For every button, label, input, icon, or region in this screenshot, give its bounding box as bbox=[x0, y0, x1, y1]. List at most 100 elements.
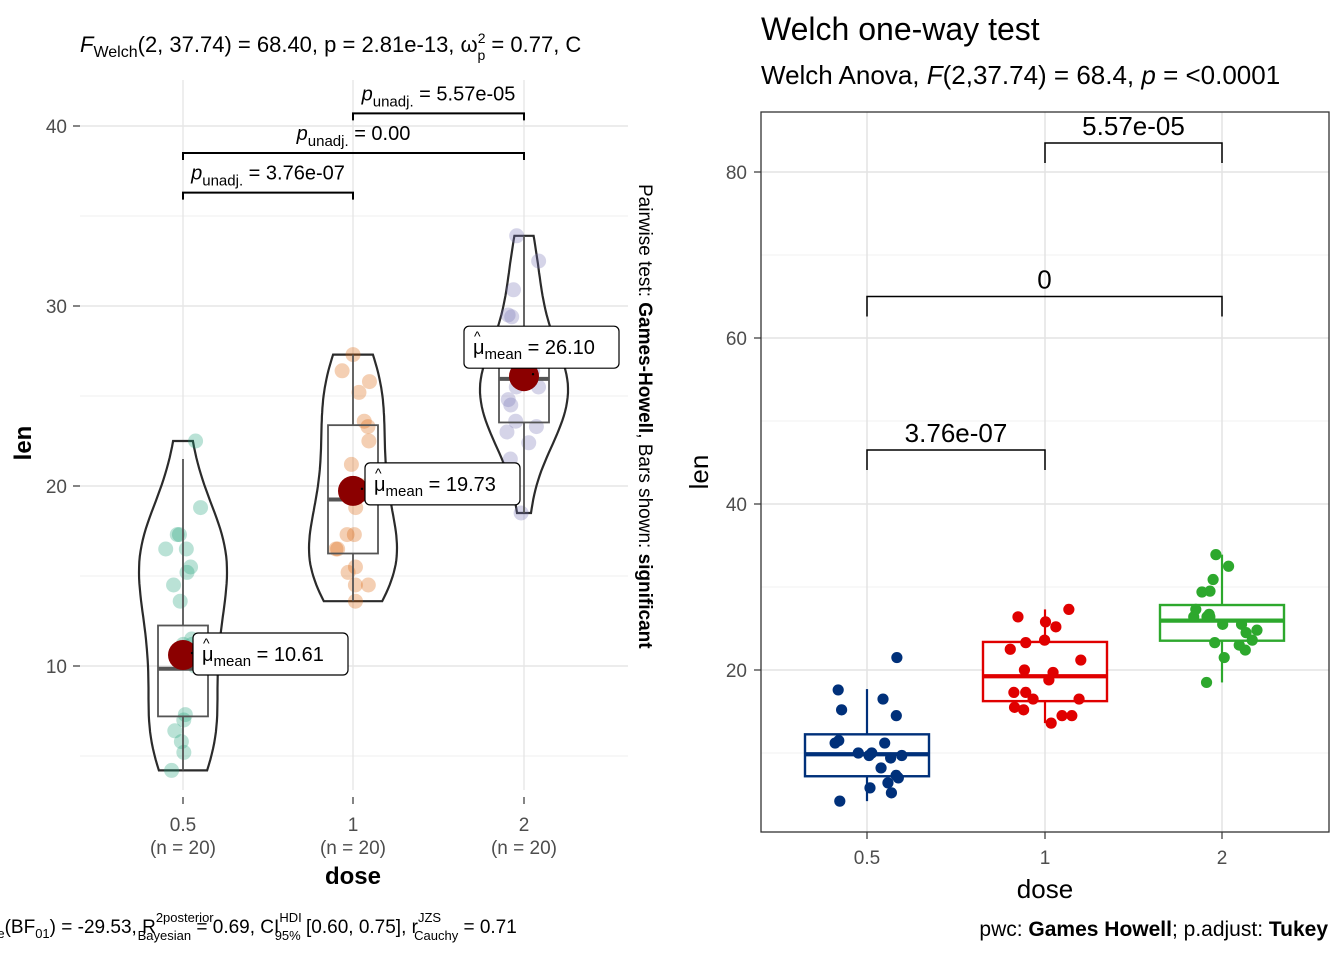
data-point bbox=[167, 723, 183, 739]
data-point bbox=[509, 228, 525, 244]
data-point bbox=[505, 282, 521, 298]
data-point bbox=[1246, 634, 1258, 646]
data-point bbox=[1190, 603, 1202, 616]
data-point bbox=[1008, 686, 1020, 699]
data-point bbox=[1012, 611, 1024, 623]
data-point bbox=[1047, 666, 1059, 679]
data-point bbox=[499, 424, 515, 440]
mean-point bbox=[168, 640, 198, 671]
data-point bbox=[834, 795, 846, 807]
data-point bbox=[343, 456, 359, 472]
data-point bbox=[177, 707, 193, 723]
data-point bbox=[158, 541, 174, 557]
data-point bbox=[882, 777, 894, 789]
data-point bbox=[892, 772, 904, 784]
data-point bbox=[1066, 710, 1078, 722]
left-x-count-label: (n = 20) bbox=[491, 838, 557, 859]
data-point bbox=[877, 693, 889, 705]
left-chart: FWelch(2, 37.74) = 68.40, p = 2.81e-13, … bbox=[0, 30, 655, 943]
data-point bbox=[1207, 573, 1219, 586]
pairwise-test-note: Pairwise test: Games-Howell, Bars shown:… bbox=[634, 184, 655, 649]
data-point bbox=[1218, 651, 1230, 664]
data-point bbox=[1251, 624, 1263, 636]
comparison-label: punadj. = 3.76e-07 bbox=[190, 163, 345, 190]
data-point bbox=[1038, 634, 1051, 646]
data-point bbox=[835, 704, 848, 716]
data-point bbox=[164, 762, 180, 778]
data-point bbox=[1004, 643, 1016, 655]
right-y-axis-title: len bbox=[684, 455, 714, 490]
data-point bbox=[852, 747, 864, 759]
data-point bbox=[1233, 639, 1245, 651]
data-point bbox=[864, 782, 876, 794]
data-point bbox=[1235, 618, 1248, 630]
right-x-tick-label: 2 bbox=[1217, 848, 1228, 869]
right-chart-title: Welch one-way test bbox=[761, 11, 1040, 47]
data-point bbox=[1073, 693, 1085, 705]
data-point bbox=[347, 593, 363, 609]
comparison-label: 5.57e-05 bbox=[1082, 111, 1185, 141]
data-point bbox=[1209, 637, 1221, 649]
data-point bbox=[521, 435, 537, 451]
left-gridlines bbox=[80, 80, 628, 790]
comparison-bracket bbox=[352, 112, 525, 121]
left-chart-title: FWelch(2, 37.74) = 68.40, p = 2.81e-13, … bbox=[80, 30, 581, 63]
right-y-tick-label: 20 bbox=[726, 661, 747, 682]
data-point bbox=[1196, 586, 1208, 598]
data-point bbox=[528, 419, 544, 435]
mean-label: μmean = 26.10 bbox=[473, 337, 595, 363]
mean-label-hat: ^ bbox=[203, 635, 210, 651]
left-x-tick-label: 1 bbox=[348, 815, 359, 836]
data-point bbox=[890, 710, 902, 722]
left-y-tick-label: 30 bbox=[46, 297, 67, 318]
data-point bbox=[1020, 686, 1032, 699]
mean-point-center bbox=[360, 487, 364, 491]
mean-label: μmean = 19.73 bbox=[374, 474, 496, 500]
left-x-axis-title: dose bbox=[325, 863, 381, 890]
data-point bbox=[1217, 618, 1229, 630]
left-y-axis: 10 20 30 40 bbox=[46, 117, 80, 678]
mean-point bbox=[338, 475, 368, 506]
right-chart-caption: pwc: Games Howell; p.adjust: Tukey bbox=[979, 918, 1328, 941]
data-point bbox=[504, 309, 520, 325]
right-x-axis-title: dose bbox=[1017, 874, 1073, 904]
mean-label-box bbox=[364, 462, 521, 506]
left-chart-caption: loge(BF01) = -29.53, R2posteriorBayesian… bbox=[0, 910, 517, 943]
left-x-count-label: (n = 20) bbox=[150, 838, 216, 859]
right-chart: Welch one-way test Welch Anova, F(2,37.7… bbox=[684, 11, 1330, 941]
right-y-axis: 20 40 60 80 bbox=[726, 163, 761, 682]
left-x-count-label: (n = 20) bbox=[320, 838, 386, 859]
data-point bbox=[360, 577, 376, 593]
data-point bbox=[508, 413, 524, 429]
data-point bbox=[183, 559, 199, 575]
left-y-tick-label: 40 bbox=[46, 117, 67, 138]
data-point bbox=[1063, 603, 1075, 616]
comparison-label: 0 bbox=[1037, 265, 1051, 295]
data-point bbox=[896, 749, 908, 762]
comparison-bracket bbox=[1044, 142, 1223, 163]
data-point bbox=[500, 307, 516, 323]
mean-label-hat: ^ bbox=[375, 465, 382, 481]
data-point bbox=[361, 374, 377, 390]
data-point bbox=[1045, 717, 1057, 729]
mean-label-hat: ^ bbox=[474, 328, 481, 344]
data-point bbox=[1050, 621, 1062, 633]
data-point bbox=[178, 541, 194, 557]
data-point bbox=[531, 253, 547, 269]
comparison-label: punadj. = 5.57e-05 bbox=[361, 83, 516, 110]
data-point bbox=[347, 559, 363, 575]
comparison-bracket bbox=[182, 191, 354, 200]
comparison-label: punadj. = 0.00 bbox=[296, 123, 411, 150]
data-point bbox=[346, 527, 362, 543]
data-point bbox=[1018, 704, 1030, 716]
data-point bbox=[513, 505, 529, 521]
data-point bbox=[832, 684, 844, 696]
data-point bbox=[172, 593, 188, 609]
data-point bbox=[188, 433, 204, 449]
data-point bbox=[1210, 549, 1222, 561]
data-point bbox=[885, 752, 897, 764]
mean-point-center bbox=[531, 373, 535, 376]
data-point bbox=[1240, 627, 1252, 639]
data-point bbox=[829, 737, 841, 749]
